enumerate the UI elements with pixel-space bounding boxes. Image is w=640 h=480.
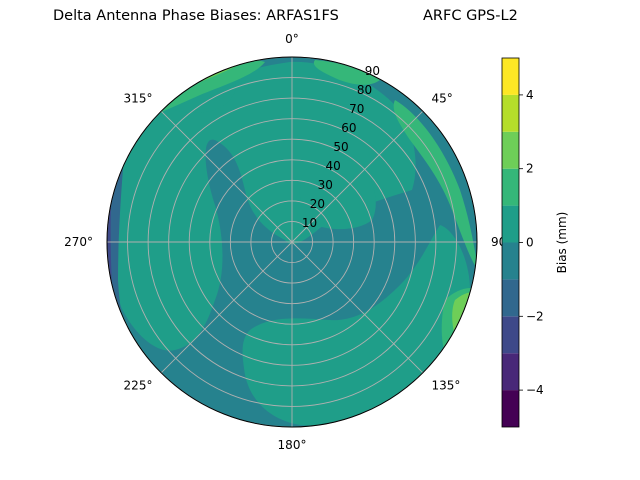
- colorbar-swatch: [502, 131, 519, 169]
- colorbar-tick-label: 0: [526, 236, 534, 250]
- contour-band-1-2: [393, 100, 477, 270]
- angular-tick-label: 0°: [285, 32, 299, 46]
- angular-tick-label: 45°: [432, 91, 453, 105]
- colorbar-swatch: [502, 353, 519, 391]
- angular-tick-label: 225°: [124, 379, 153, 393]
- radial-tick-label: 50: [333, 140, 348, 154]
- angular-tick-label: 315°: [124, 91, 153, 105]
- contour-band-1-2: [150, 59, 265, 118]
- radial-tick-label: 90: [365, 64, 380, 78]
- colorbar-swatch: [502, 205, 519, 243]
- colorbar-swatch: [502, 58, 519, 95]
- angular-tick-label: 270°: [64, 235, 93, 249]
- contour-band-1-2: [313, 60, 380, 85]
- radial-tick-label: 70: [349, 102, 364, 116]
- angular-tick-label: 135°: [432, 379, 461, 393]
- colorbar-tick-label: −2: [526, 309, 544, 323]
- radial-tick-label: 40: [325, 159, 340, 173]
- colorbar: −4 −2 0 2 4 Bias (mm): [501, 57, 569, 428]
- colorbar-tick-label: 4: [526, 88, 534, 102]
- grid-spoke: [291, 110, 424, 243]
- grid-spoke: [160, 241, 293, 374]
- radial-tick-labels: 10 20 30 40 50 60 70 80 90: [302, 64, 380, 230]
- colorbar-tick-label: 2: [526, 162, 534, 176]
- colorbar-label: Bias (mm): [555, 212, 569, 274]
- radial-tick-label: 60: [341, 121, 356, 135]
- contour-band-2-3: [452, 292, 477, 345]
- grid-spoke: [160, 110, 293, 243]
- colorbar-swatch: [502, 279, 519, 317]
- colorbar-swatch: [502, 94, 519, 132]
- polar-grid: [106, 56, 478, 428]
- colorbar-swatch: [502, 390, 519, 427]
- colorbar-swatch: [502, 242, 519, 280]
- radial-tick-label: 10: [302, 216, 317, 230]
- polar-frame: [106, 56, 478, 428]
- colorbar-tick-label: −4: [526, 383, 544, 397]
- radial-tick-label: 20: [310, 197, 325, 211]
- grid-spoke: [291, 241, 424, 374]
- contour-band-0-1: [242, 225, 470, 426]
- colorbar-swatch: [502, 168, 519, 206]
- contour-band-0-1: [110, 61, 416, 351]
- chart-subtitle: ARFC GPS-L2: [423, 8, 518, 24]
- chart-title: Delta Antenna Phase Biases: ARFAS1FS: [53, 8, 339, 24]
- colorbar-swatch: [502, 316, 519, 354]
- radial-tick-label: 30: [318, 178, 333, 192]
- radial-tick-label: 80: [357, 83, 372, 97]
- angular-tick-label: 180°: [278, 438, 307, 452]
